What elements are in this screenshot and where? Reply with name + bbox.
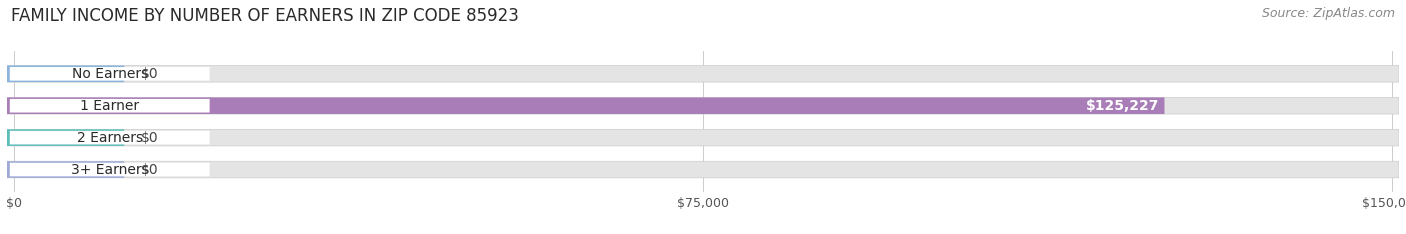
FancyBboxPatch shape <box>10 67 209 81</box>
FancyBboxPatch shape <box>10 163 209 176</box>
Text: 1 Earner: 1 Earner <box>80 99 139 113</box>
FancyBboxPatch shape <box>10 131 209 144</box>
FancyBboxPatch shape <box>7 161 124 178</box>
Text: Source: ZipAtlas.com: Source: ZipAtlas.com <box>1261 7 1395 20</box>
FancyBboxPatch shape <box>7 97 1164 114</box>
Text: $0: $0 <box>141 163 159 176</box>
Text: 2 Earners: 2 Earners <box>77 131 143 145</box>
Text: $125,227: $125,227 <box>1085 99 1159 113</box>
FancyBboxPatch shape <box>7 129 124 146</box>
FancyBboxPatch shape <box>7 97 1399 114</box>
FancyBboxPatch shape <box>7 129 1399 146</box>
Text: FAMILY INCOME BY NUMBER OF EARNERS IN ZIP CODE 85923: FAMILY INCOME BY NUMBER OF EARNERS IN ZI… <box>11 7 519 25</box>
Text: $0: $0 <box>141 131 159 145</box>
Text: No Earners: No Earners <box>72 67 148 81</box>
FancyBboxPatch shape <box>7 66 124 82</box>
FancyBboxPatch shape <box>7 161 1399 178</box>
Text: 3+ Earners: 3+ Earners <box>70 163 149 176</box>
FancyBboxPatch shape <box>7 66 1399 82</box>
Text: $0: $0 <box>141 67 159 81</box>
FancyBboxPatch shape <box>10 99 209 113</box>
